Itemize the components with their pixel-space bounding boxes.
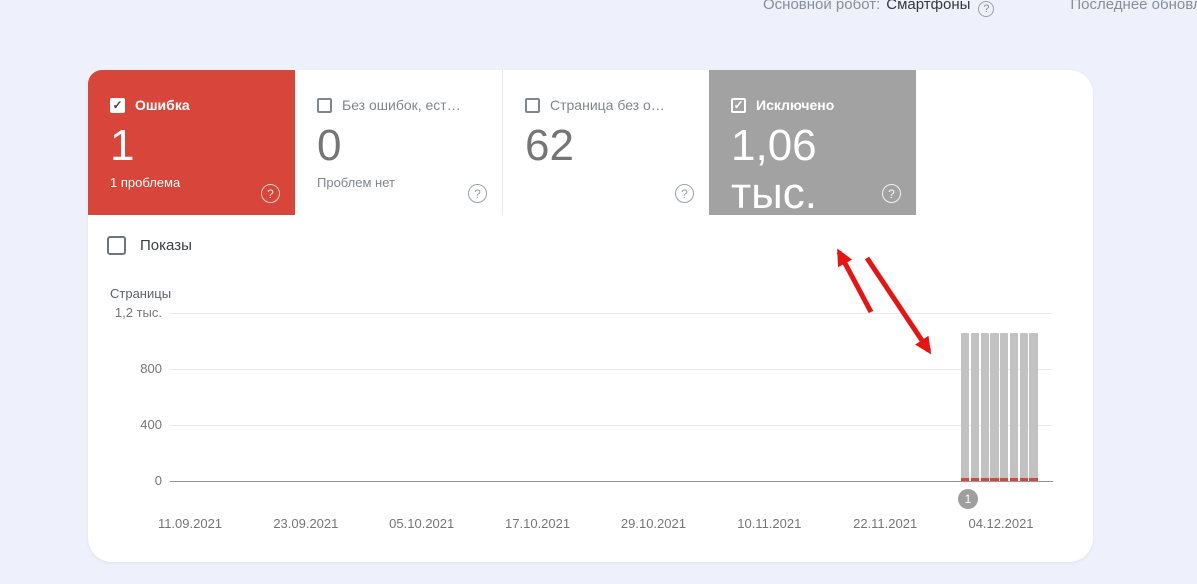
chart-bar-error-segment [970, 477, 980, 481]
chart-x-tick-labels: 11.09.2021 23.09.2021 05.10.2021 17.10.2021… [158, 516, 1053, 536]
chart-bar-error-segment [990, 477, 999, 481]
chart-bar-error-segment [961, 477, 970, 481]
top-status-bar: Основной робот: Смартфоны? Последнее обнов… [763, 0, 1197, 18]
chart-bar-error-segment [1029, 477, 1038, 481]
x-tick-label: 23.09.2021 [273, 516, 339, 531]
x-tick-label: 22.11.2021 [853, 516, 918, 531]
y-tick-label: 400 [140, 417, 162, 432]
x-tick-label: 29.10.2021 [620, 516, 686, 531]
chart-y-axis-title: Страницы [110, 286, 172, 301]
card-excluded-help-icon[interactable]: ? [882, 184, 901, 203]
card-error-value: 1 [110, 121, 135, 170]
card-error-help-icon[interactable]: ? [261, 184, 280, 203]
chart-bar-error-segment [1009, 477, 1019, 481]
card-error-label: Ошибка [135, 97, 190, 113]
y-tick-label: 800 [140, 361, 162, 376]
card-excluded[interactable]: ✓ Исключено 1,06 тыс. ? [709, 70, 916, 218]
x-tick-label: 04.12.2021 [968, 516, 1034, 531]
last-update-label: Последнее обновл [1070, 0, 1197, 13]
card-valid-subtitle [525, 175, 689, 191]
card-excluded-value: 1,06 тыс. [731, 121, 818, 218]
gridline [170, 425, 1053, 426]
card-error[interactable]: ✓ Ошибка 1 1 проблема ? [88, 70, 295, 215]
card-valid-with-warnings-value: 0 [317, 121, 342, 170]
card-valid-with-warnings-label: Без ошибок, ест… [342, 97, 461, 113]
chart-bar[interactable] [1000, 332, 1009, 481]
impressions-toggle[interactable]: Показы [107, 236, 192, 255]
card-valid[interactable]: Страница без о… 62 ? [502, 70, 709, 215]
card-valid-with-warnings-subtitle: Проблем нет [317, 175, 395, 190]
gridline [170, 369, 1053, 370]
chart-bar[interactable] [961, 332, 970, 481]
gridline [170, 481, 1053, 482]
plot-area [170, 313, 1053, 482]
card-valid-with-warnings-help-icon[interactable]: ? [468, 184, 487, 203]
chart-bar[interactable] [990, 332, 999, 481]
status-cards-row: ✓ Ошибка 1 1 проблема ? Без ошибок, ест…… [88, 70, 916, 218]
impressions-checkbox[interactable] [107, 236, 126, 255]
primary-crawler-label: Основной робот: [763, 0, 881, 13]
x-tick-label: 17.10.2021 [505, 516, 571, 531]
chart-bar[interactable] [980, 332, 989, 481]
card-excluded-label: Исключено [756, 97, 835, 113]
chart-bar-error-segment [1000, 477, 1009, 481]
y-tick-label: 0 [154, 473, 162, 488]
x-tick-label: 10.11.2021 [737, 516, 802, 531]
primary-crawler-value: Смартфоны [886, 0, 971, 13]
card-valid-value: 62 [525, 121, 574, 170]
chart-y-tick-labels: 1,2 тыс. 800 400 0 [88, 305, 162, 488]
gridline [170, 313, 1053, 314]
valid-with-warnings-checkbox[interactable] [317, 97, 332, 113]
x-tick-label: 05.10.2021 [389, 516, 455, 531]
chart-bar[interactable] [1009, 332, 1019, 481]
chart-bar[interactable] [1019, 332, 1028, 481]
card-error-subtitle: 1 проблема [110, 175, 181, 190]
valid-checkbox[interactable] [525, 97, 540, 113]
card-excluded-subtitle [731, 223, 896, 239]
card-valid-label: Страница без о… [550, 97, 665, 113]
card-valid-with-warnings[interactable]: Без ошибок, ест… 0 Проблем нет ? [295, 70, 502, 215]
chart-bar[interactable] [970, 332, 980, 481]
error-point-marker[interactable]: 1 [958, 489, 978, 509]
chart-bar[interactable] [1029, 332, 1038, 481]
card-valid-help-icon[interactable]: ? [675, 184, 694, 203]
error-checkbox[interactable]: ✓ [110, 97, 125, 113]
chart-bar-error-segment [980, 477, 989, 481]
y-tick-label: 1,2 тыс. [114, 305, 162, 320]
crawler-help-icon[interactable]: ? [978, 1, 995, 17]
impressions-label: Показы [140, 237, 192, 254]
excluded-checkbox[interactable]: ✓ [731, 97, 746, 113]
x-tick-label: 11.09.2021 [157, 516, 223, 531]
chart-bar-error-segment [1019, 477, 1028, 481]
